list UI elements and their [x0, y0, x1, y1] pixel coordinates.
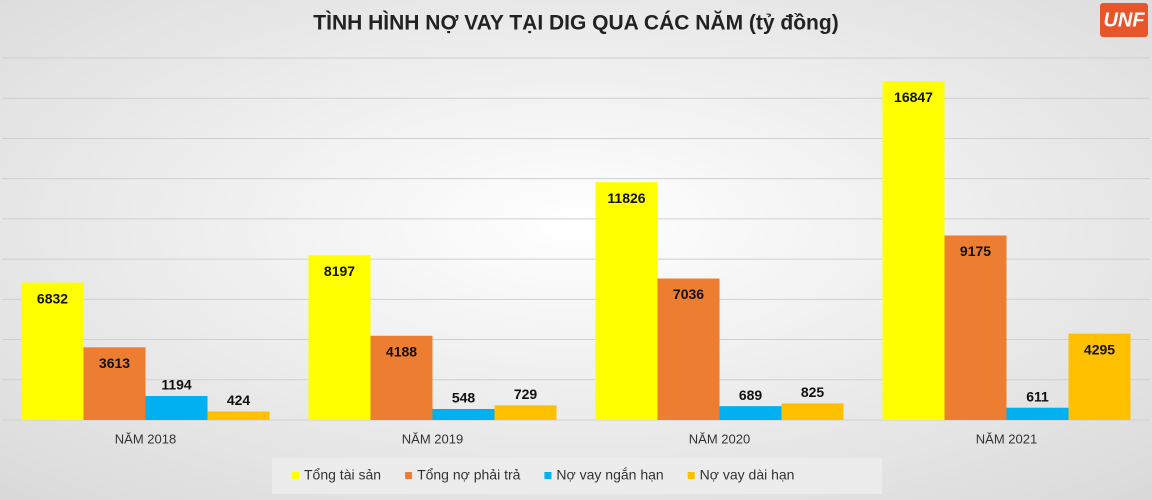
data-label: 6832 — [37, 290, 68, 306]
bar — [1068, 333, 1131, 420]
data-label: 9175 — [960, 243, 991, 259]
x-tick-label: NĂM 2018 — [115, 431, 176, 446]
data-label: 11826 — [607, 190, 645, 206]
bar — [207, 411, 270, 420]
legend-label: Nợ vay dài hạn — [700, 467, 795, 483]
data-label: 16847 — [894, 89, 933, 105]
x-tick-label: NĂM 2020 — [689, 431, 750, 446]
bar — [944, 235, 1007, 420]
x-tick-label: NĂM 2021 — [976, 431, 1037, 446]
legend-swatch — [687, 472, 695, 479]
data-label: 548 — [452, 390, 476, 406]
legend-swatch — [292, 472, 299, 479]
x-tick-label: NĂM 2019 — [402, 431, 463, 446]
data-label: 4295 — [1084, 341, 1115, 357]
bar — [657, 278, 720, 420]
bar — [882, 81, 945, 420]
data-label: 8197 — [324, 263, 355, 279]
data-label: 7036 — [673, 286, 704, 302]
bar — [719, 406, 782, 420]
bar — [494, 405, 557, 420]
bar — [1006, 407, 1069, 420]
legend-swatch — [405, 472, 413, 479]
bar — [21, 282, 84, 420]
legend-label: Nợ vay ngắn hạn — [556, 467, 663, 483]
data-label: 3613 — [99, 355, 130, 371]
data-label: 4188 — [386, 343, 417, 359]
bar — [781, 403, 844, 420]
bar — [308, 255, 371, 420]
bar — [370, 335, 433, 420]
chart-title: TÌNH HÌNH NỢ VAY TẠI DIG QUA CÁC NĂM (tỷ… — [313, 12, 838, 35]
logo-box — [1100, 3, 1148, 37]
data-label: 611 — [1026, 388, 1049, 404]
logo: UNF — [1103, 9, 1145, 31]
data-label: 1194 — [161, 377, 192, 393]
data-label: 729 — [514, 386, 538, 402]
data-label: 424 — [227, 392, 251, 408]
legend-swatch — [544, 472, 552, 479]
legend-box — [272, 458, 882, 494]
bar — [83, 347, 146, 420]
bar — [595, 182, 658, 420]
data-label: 825 — [801, 384, 825, 400]
bar — [145, 395, 208, 420]
legend-label: Tổng nợ phải trả — [417, 467, 521, 483]
bar — [432, 408, 495, 420]
data-label: 689 — [739, 387, 763, 403]
legend-label: Tổng tài sản — [304, 467, 381, 483]
